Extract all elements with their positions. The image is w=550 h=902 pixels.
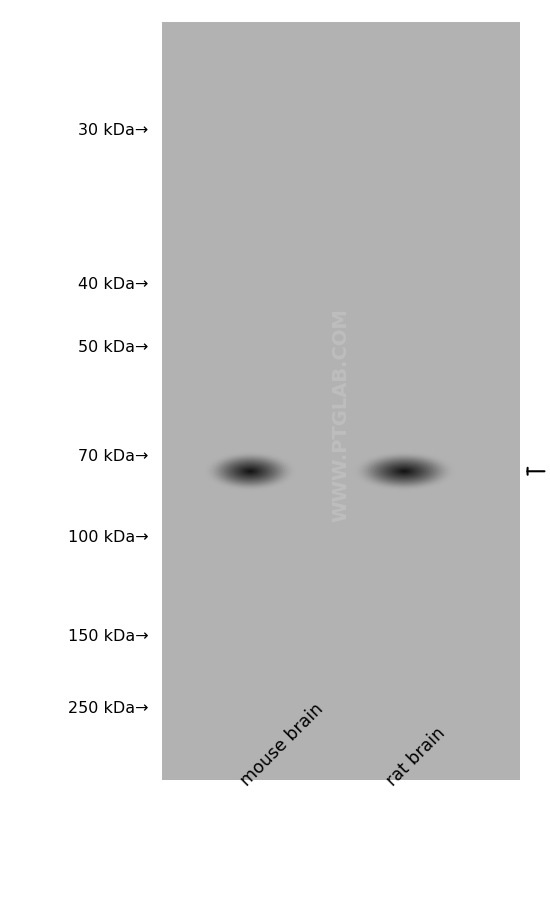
Ellipse shape bbox=[228, 463, 272, 481]
Ellipse shape bbox=[226, 462, 274, 482]
Ellipse shape bbox=[237, 466, 263, 477]
Bar bbox=[162, 23, 520, 780]
Ellipse shape bbox=[363, 456, 446, 488]
Ellipse shape bbox=[248, 471, 252, 473]
Ellipse shape bbox=[215, 456, 285, 487]
Text: 100 kDa→: 100 kDa→ bbox=[68, 529, 148, 544]
Ellipse shape bbox=[222, 459, 279, 484]
Ellipse shape bbox=[375, 460, 433, 483]
Ellipse shape bbox=[217, 457, 283, 486]
Text: mouse brain: mouse brain bbox=[238, 699, 327, 789]
Text: rat brain: rat brain bbox=[383, 723, 449, 789]
Ellipse shape bbox=[394, 468, 414, 475]
Ellipse shape bbox=[219, 458, 281, 485]
Ellipse shape bbox=[365, 456, 443, 487]
Ellipse shape bbox=[211, 455, 290, 489]
Ellipse shape bbox=[230, 464, 270, 480]
Text: 250 kDa→: 250 kDa→ bbox=[68, 701, 148, 715]
Text: 40 kDa→: 40 kDa→ bbox=[78, 277, 148, 291]
Text: 150 kDa→: 150 kDa→ bbox=[68, 629, 148, 643]
Ellipse shape bbox=[382, 464, 426, 480]
Ellipse shape bbox=[397, 469, 411, 474]
Ellipse shape bbox=[385, 465, 424, 479]
Ellipse shape bbox=[235, 465, 266, 478]
Ellipse shape bbox=[351, 451, 458, 492]
Ellipse shape bbox=[202, 451, 298, 492]
Ellipse shape bbox=[372, 459, 436, 484]
Ellipse shape bbox=[224, 460, 277, 483]
Ellipse shape bbox=[246, 470, 255, 474]
Ellipse shape bbox=[402, 471, 406, 473]
Ellipse shape bbox=[392, 467, 416, 476]
Ellipse shape bbox=[204, 452, 296, 492]
Text: 50 kDa→: 50 kDa→ bbox=[78, 340, 148, 354]
Ellipse shape bbox=[360, 455, 448, 489]
Ellipse shape bbox=[358, 454, 450, 490]
Text: WWW.PTGLAB.COM: WWW.PTGLAB.COM bbox=[332, 308, 350, 521]
Ellipse shape bbox=[353, 452, 455, 492]
Ellipse shape bbox=[208, 454, 292, 490]
Ellipse shape bbox=[368, 457, 441, 486]
Ellipse shape bbox=[244, 469, 257, 474]
Ellipse shape bbox=[233, 465, 268, 479]
Ellipse shape bbox=[370, 458, 438, 485]
Ellipse shape bbox=[377, 462, 431, 482]
Ellipse shape bbox=[389, 466, 419, 477]
Ellipse shape bbox=[206, 453, 294, 491]
Text: 70 kDa→: 70 kDa→ bbox=[78, 448, 148, 463]
Ellipse shape bbox=[387, 465, 421, 478]
Ellipse shape bbox=[380, 463, 428, 481]
Ellipse shape bbox=[241, 468, 259, 475]
Ellipse shape bbox=[355, 453, 453, 491]
Text: 30 kDa→: 30 kDa→ bbox=[78, 124, 148, 138]
Ellipse shape bbox=[239, 467, 261, 476]
Ellipse shape bbox=[213, 456, 288, 488]
Ellipse shape bbox=[399, 470, 409, 474]
